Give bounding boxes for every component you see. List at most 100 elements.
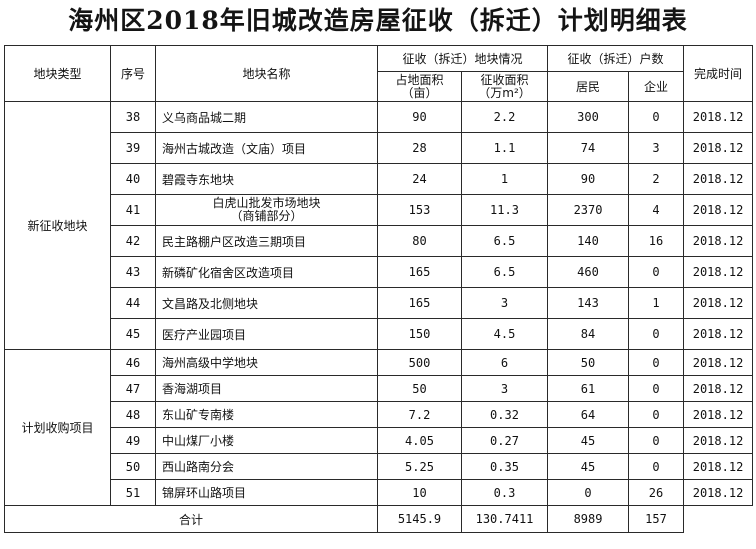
row-land-area: 150 [377,318,462,350]
row-house-area: 0.32 [460,401,549,428]
header-type: 地块类型 [4,45,111,102]
row-name: 医疗产业园项目 [155,318,378,350]
table-row: 计划收购项目 46 海州高级中学地块 500 6 50 0 2018.12 [4,349,754,506]
row-house-area: 1 [460,163,549,195]
row-number: 47 [110,375,156,402]
row-name-line1: 白虎山批发市场地块 [212,196,321,210]
table-row: 41 白虎山批发市场地块 （商铺部分） 153 11.3 2370 4 2018.12 [5,194,754,226]
total-empty [683,505,753,533]
table-row: 40 碧霞寺东地块 24 1 90 2 2018.12 [5,163,754,195]
row-house-area: 6 [460,349,549,376]
row-enterprises: 1 [628,287,685,319]
row-number: 43 [110,256,156,288]
header-area-house-label: 征收面积 [480,72,529,87]
table-row: 45 医疗产业园项目 150 4.5 84 0 2018.12 [5,318,754,350]
row-house-area: 3 [460,287,549,319]
row-house-area: 0.3 [460,479,549,506]
row-finish-date: 2018.12 [683,194,754,226]
row-residents: 45 [547,453,630,480]
header-area-land-label: 占地面积 [395,72,444,87]
row-name: 东山矿专南楼 [155,401,378,428]
row-number: 40 [110,163,156,195]
row-finish-date: 2018.12 [683,101,754,133]
row-residents: 64 [547,401,630,428]
row-enterprises: 0 [628,349,685,376]
total-label: 合计 [4,505,378,533]
row-number: 39 [110,132,156,164]
row-enterprises: 4 [628,194,685,226]
row-residents: 61 [547,375,630,402]
row-land-area: 500 [377,349,462,376]
row-enterprises: 0 [628,256,685,288]
row-residents: 140 [547,225,630,257]
row-number: 49 [110,427,156,454]
row-land-area: 10 [377,479,462,506]
row-name: 中山煤厂小楼 [155,427,378,454]
header-no: 序号 [110,45,156,102]
row-name: 白虎山批发市场地块 （商铺部分） [155,194,378,226]
table-row: 49 中山煤厂小楼 4.05 0.27 45 0 2018.12 [5,427,754,454]
row-number: 46 [110,349,156,376]
row-number: 48 [110,401,156,428]
row-residents: 0 [547,479,630,506]
row-number: 41 [110,194,156,226]
row-enterprises: 2 [628,163,685,195]
table-row: 新征收地块 38 义乌商品城二期 90 2.2 300 0 2018.12 [4,101,754,350]
row-number: 50 [110,453,156,480]
row-name: 新磷矿化宿舍区改造项目 [155,256,378,288]
row-number: 44 [110,287,156,319]
row-land-area: 80 [377,225,462,257]
total-house: 130.7411 [460,505,549,533]
row-land-area: 24 [377,163,462,195]
row-enterprises: 0 [628,401,685,428]
page-title: 海州区2018年旧城改造房屋征收（拆迁）计划明细表 [68,6,688,35]
table-row: 48 东山矿专南楼 7.2 0.32 64 0 2018.12 [5,401,754,428]
row-land-area: 165 [377,256,462,288]
row-name-line2: （商铺部分） [230,209,303,223]
row-house-area: 0.35 [460,453,549,480]
row-residents: 143 [547,287,630,319]
row-land-area: 50 [377,375,462,402]
row-house-area: 2.2 [460,101,549,133]
row-finish-date: 2018.12 [683,453,754,480]
row-finish-date: 2018.12 [683,349,754,376]
row-house-area: 1.1 [460,132,549,164]
row-residents: 2370 [547,194,630,226]
header-finish: 完成时间 [683,45,754,102]
header-area-land-unit: （亩） [401,85,438,100]
row-finish-date: 2018.12 [683,318,754,350]
row-finish-date: 2018.12 [683,287,754,319]
table-row: 42 民主路棚户区改造三期项目 80 6.5 140 16 2018.12 [5,225,754,257]
row-house-area: 0.27 [460,427,549,454]
row-enterprises: 0 [628,453,685,480]
row-finish-date: 2018.12 [683,401,754,428]
header-area-house-unit: （万m²） [478,85,531,100]
plan-table: 地块类型 序号 地块名称 征收（拆迁）地块情况 征收（拆迁）户数 完成时间 占地… [4,45,754,533]
row-name: 香海湖项目 [155,375,378,402]
row-name: 义乌商品城二期 [155,101,378,133]
row-land-area: 165 [377,287,462,319]
row-number: 42 [110,225,156,257]
row-house-area: 6.5 [460,256,549,288]
row-finish-date: 2018.12 [683,132,754,164]
row-enterprises: 3 [628,132,685,164]
row-finish-date: 2018.12 [683,375,754,402]
row-enterprises: 0 [628,427,685,454]
row-enterprises: 0 [628,375,685,402]
table-row: 39 海州古城改造（文庙）项目 28 1.1 74 3 2018.12 [5,132,754,164]
header-area-land: 占地面积 （亩） [377,71,462,102]
table-row: 51 锦屏环山路项目 10 0.3 0 26 2018.12 [5,479,754,506]
row-land-area: 7.2 [377,401,462,428]
row-house-area: 4.5 [460,318,549,350]
row-finish-date: 2018.12 [683,225,754,257]
header-residents: 居民 [547,71,630,102]
row-number: 45 [110,318,156,350]
row-land-area: 28 [377,132,462,164]
table-row: 50 西山路南分会 5.25 0.35 45 0 2018.12 [5,453,754,480]
row-land-area: 5.25 [377,453,462,480]
row-enterprises: 0 [628,318,685,350]
total-residents: 8989 [547,505,630,533]
row-name: 民主路棚户区改造三期项目 [155,225,378,257]
table-row: 47 香海湖项目 50 3 61 0 2018.12 [5,375,754,402]
row-residents: 90 [547,163,630,195]
